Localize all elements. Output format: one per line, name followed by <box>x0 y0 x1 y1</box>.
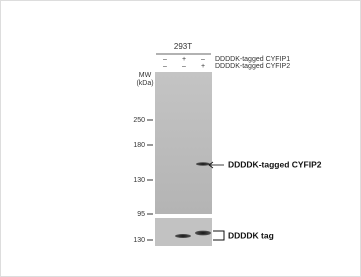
mw-marker: 180 <box>133 142 145 149</box>
figure: 293T MW (kDa) DDDDK-tagged CYFIP2 DDDDK … <box>0 0 361 277</box>
band <box>195 231 211 236</box>
lane-sign: + <box>182 56 186 63</box>
mw-marker: 130 <box>133 177 145 184</box>
page: 293T MW (kDa) DDDDK-tagged CYFIP2 DDDDK … <box>0 0 361 277</box>
condition-label: DDDDK-tagged CYFIP1 <box>215 56 290 63</box>
cell-line: 293T <box>174 42 192 51</box>
mw-title: (kDa) <box>136 80 153 87</box>
band <box>175 234 191 238</box>
condition-label: DDDDK-tagged CYFIP2 <box>215 63 290 70</box>
mw-marker: 130 <box>133 237 145 244</box>
lane-sign: – <box>163 63 167 70</box>
band-label: DDDDK-tagged CYFIP2 <box>228 159 322 169</box>
upper-blot <box>155 72 212 214</box>
mw-marker: 250 <box>133 117 145 124</box>
mw-marker: 95 <box>137 211 145 218</box>
mw-title: MW <box>139 72 152 79</box>
lane-sign: – <box>201 56 205 63</box>
lane-sign: + <box>201 63 205 70</box>
lane-sign: – <box>163 56 167 63</box>
lane-sign: – <box>182 63 186 70</box>
band-label: DDDDK tag <box>228 230 274 240</box>
band <box>196 162 210 166</box>
